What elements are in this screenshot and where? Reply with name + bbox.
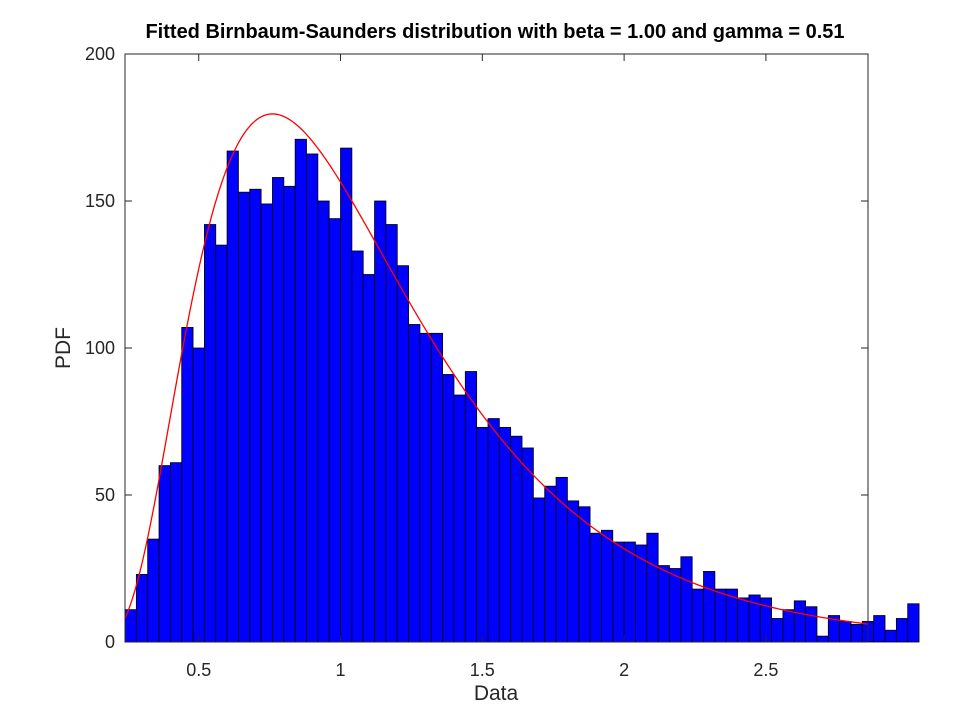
histogram-bar — [306, 153, 319, 643]
histogram-bar — [169, 462, 183, 643]
histogram-bar — [657, 565, 670, 643]
histogram-bar — [238, 191, 251, 643]
histogram-bar — [294, 138, 307, 643]
histogram-bar — [374, 200, 387, 643]
histogram-bar — [181, 327, 194, 643]
histogram-bar — [464, 371, 478, 643]
histogram-bar — [260, 203, 273, 643]
x-tick-label: 1 — [336, 660, 346, 680]
histogram-bar — [782, 609, 795, 643]
y-tick-label: 150 — [85, 191, 115, 211]
y-tick-label: 50 — [95, 485, 115, 505]
histogram-bar — [623, 541, 636, 643]
x-tick-label: 0.5 — [186, 660, 211, 680]
histogram-bar — [771, 618, 784, 643]
histogram-bar — [884, 629, 897, 643]
histogram-bar — [816, 635, 829, 643]
histogram-bar — [714, 588, 727, 643]
y-tick-label: 200 — [85, 44, 115, 64]
histogram-bar — [192, 347, 205, 643]
histogram-bar — [283, 185, 296, 643]
histogram-bar — [408, 324, 421, 643]
histogram-bar — [850, 623, 863, 643]
histogram-bar — [669, 568, 682, 643]
fitted-pdf-curve — [124, 113, 869, 625]
histogram-bar — [578, 506, 591, 643]
chart-title: Fitted Birnbaum-Saunders distribution wi… — [145, 21, 844, 43]
histogram-bar — [839, 621, 852, 643]
histogram-bar — [385, 224, 398, 643]
y-tick-label: 100 — [85, 338, 115, 358]
histogram-bar — [646, 532, 659, 643]
histogram-bar — [907, 603, 920, 643]
x-tick-label: 2.5 — [753, 660, 778, 680]
histogram-bar — [147, 538, 160, 643]
x-axis-label: Data — [474, 682, 519, 705]
histogram-bar — [532, 497, 546, 643]
histogram-bar — [362, 274, 375, 643]
histogram-bar — [204, 224, 217, 643]
histogram-bar — [805, 606, 818, 643]
histogram-bar — [691, 588, 704, 643]
histogram-bar — [453, 394, 466, 643]
histogram-bar — [442, 374, 455, 643]
histogram-bar — [430, 332, 444, 643]
histogram-bar — [737, 597, 750, 643]
x-tick-label: 2 — [619, 660, 629, 680]
histogram-bar — [419, 332, 432, 643]
histogram-bar — [680, 556, 693, 643]
histogram-bar — [601, 529, 614, 643]
y-axis-label: PDF — [52, 327, 75, 369]
histogram-bar — [272, 177, 285, 643]
histogram-bar — [521, 447, 534, 643]
histogram-bar — [396, 265, 409, 643]
histogram-bar — [793, 600, 807, 643]
histogram-bar — [635, 544, 648, 643]
histogram-bar — [328, 218, 341, 643]
histogram-bar — [340, 147, 353, 643]
histogram-bar — [498, 426, 512, 643]
histogram-bar — [135, 573, 149, 643]
y-tick-label: 0 — [105, 632, 115, 652]
histogram-bar — [226, 150, 239, 643]
histogram-bar — [544, 485, 557, 643]
axis-ticks: 0.5 1 1.5 2 2.5 0 50 100 150 200 — [85, 44, 868, 680]
histogram-bar — [873, 615, 886, 643]
histogram-bar — [317, 200, 330, 643]
histogram-bar — [487, 418, 500, 643]
histogram-bar — [895, 618, 909, 643]
histogram-bar — [476, 426, 489, 643]
histogram-bar — [566, 500, 580, 643]
histogram-bar — [158, 465, 171, 643]
histogram-bar — [510, 435, 523, 643]
histogram-bar — [351, 250, 364, 643]
x-tick-label: 1.5 — [470, 660, 495, 680]
histogram-bar — [589, 532, 602, 643]
histogram-bar — [612, 541, 625, 643]
histogram-bar — [249, 188, 262, 643]
histogram-bar — [215, 244, 228, 643]
histogram-bar — [703, 571, 716, 643]
